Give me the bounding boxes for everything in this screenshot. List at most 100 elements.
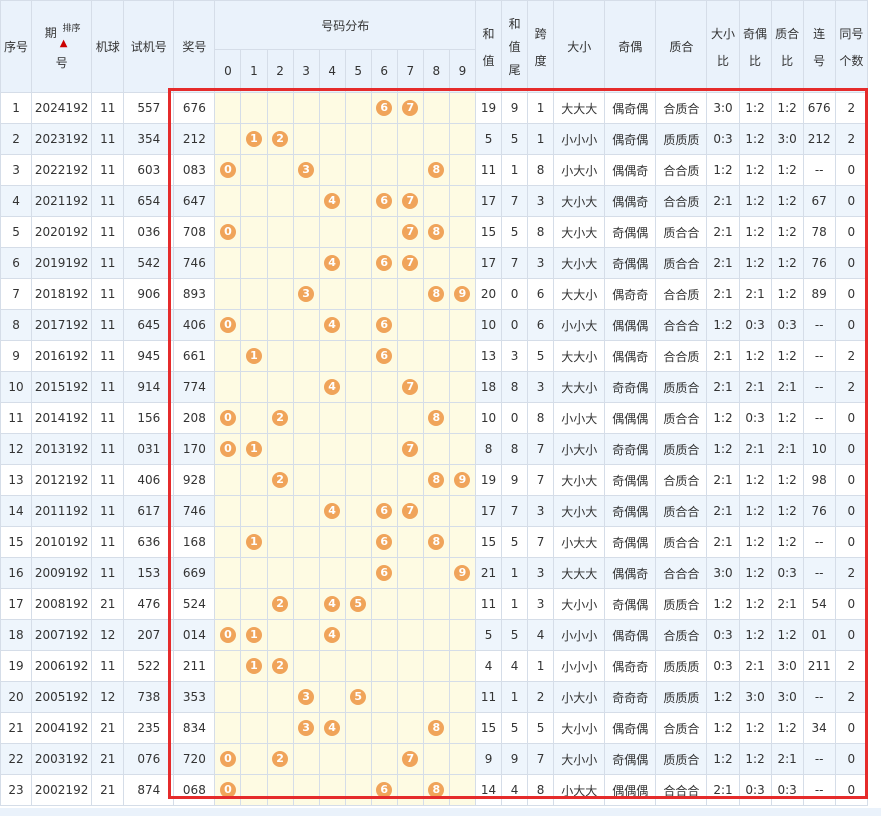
cell-prize: 068 xyxy=(173,774,216,806)
cell-period: 2005192 xyxy=(31,681,93,713)
cell-span: 1 xyxy=(527,650,555,682)
cell-machine: 11 xyxy=(91,371,125,403)
header-digit-2: 2 xyxy=(266,49,294,93)
cell-pr: 1:2 xyxy=(738,495,772,527)
cell-sr: 1:2 xyxy=(706,402,740,434)
cell-pr: 1:2 xyxy=(738,185,772,217)
cell-digit-3 xyxy=(292,92,320,124)
cell-digit-1: 1 xyxy=(240,433,268,465)
cell-prime: 合合合 xyxy=(655,774,708,806)
cell-digit-8 xyxy=(422,309,450,341)
cell-period: 2014192 xyxy=(31,402,93,434)
cell-sr: 2:1 xyxy=(706,495,740,527)
cell-digit-5 xyxy=(344,402,372,434)
cell-qr: 1:2 xyxy=(770,92,804,124)
cell-parity: 奇偶偶 xyxy=(604,216,657,248)
cell-sum: 10 xyxy=(474,402,503,434)
cell-digit-5 xyxy=(344,743,372,775)
digit-ball: 1 xyxy=(245,441,262,457)
cell-sr: 0:3 xyxy=(706,619,740,651)
header-digit-9: 9 xyxy=(448,49,477,93)
cell-digit-7 xyxy=(396,681,424,713)
cell-consec: -- xyxy=(802,774,836,806)
header-period[interactable]: 期 排序 ▲ 号 xyxy=(31,0,93,93)
cell-sr: 2:1 xyxy=(706,340,740,372)
cell-digit-4 xyxy=(318,464,346,496)
sort-control[interactable]: 排序 ▲ xyxy=(34,24,91,49)
cell-seq: 18 xyxy=(0,619,33,651)
cell-pr: 1:2 xyxy=(738,154,772,186)
cell-digit-5 xyxy=(344,247,372,279)
cell-test: 914 xyxy=(123,371,175,403)
cell-digit-2 xyxy=(266,495,294,527)
digit-ball: 6 xyxy=(376,100,393,116)
cell-tail: 3 xyxy=(501,340,529,372)
digit-ball: 6 xyxy=(376,565,393,581)
cell-digit-2 xyxy=(266,433,294,465)
digit-ball: 9 xyxy=(454,286,471,302)
cell-seq: 7 xyxy=(0,278,33,310)
cell-digit-0 xyxy=(214,340,242,372)
cell-same: 0 xyxy=(834,619,869,651)
cell-digit-1 xyxy=(240,278,268,310)
cell-size: 小大小 xyxy=(553,433,606,465)
cell-digit-9 xyxy=(448,154,477,186)
cell-sr: 2:1 xyxy=(706,774,740,806)
cell-machine: 11 xyxy=(91,495,125,527)
cell-digit-9: 9 xyxy=(448,278,477,310)
cell-prime: 质质质 xyxy=(655,681,708,713)
digit-ball: 6 xyxy=(376,534,393,550)
cell-digit-6 xyxy=(370,216,398,248)
cell-pr: 1:2 xyxy=(738,526,772,558)
cell-period: 2011192 xyxy=(31,495,93,527)
cell-digit-0 xyxy=(214,495,242,527)
cell-qr: 0:3 xyxy=(770,557,804,589)
cell-digit-7 xyxy=(396,278,424,310)
cell-span: 7 xyxy=(527,526,555,558)
cell-digit-9 xyxy=(448,433,477,465)
cell-digit-9 xyxy=(448,712,477,744)
digit-ball: 3 xyxy=(298,720,315,736)
cell-seq: 4 xyxy=(0,185,33,217)
cell-pr: 1:2 xyxy=(738,743,772,775)
cell-digit-6 xyxy=(370,650,398,682)
digit-ball: 2 xyxy=(272,596,289,612)
digit-ball: 8 xyxy=(428,534,445,550)
header-parity-ratio: 奇偶比 xyxy=(738,0,772,93)
cell-same: 0 xyxy=(834,495,869,527)
cell-prime: 质质合 xyxy=(655,743,708,775)
header-digit-3: 3 xyxy=(292,49,320,93)
cell-size: 大小大 xyxy=(553,247,606,279)
cell-prize: 669 xyxy=(173,557,216,589)
cell-tail: 7 xyxy=(501,185,529,217)
header-size: 大小 xyxy=(553,0,606,93)
digit-ball: 9 xyxy=(454,472,471,488)
cell-digit-7 xyxy=(396,557,424,589)
sort-arrow-icon[interactable]: ▲ xyxy=(59,38,68,49)
cell-digit-4 xyxy=(318,92,346,124)
cell-digit-0: 0 xyxy=(214,743,242,775)
cell-digit-0 xyxy=(214,681,242,713)
cell-digit-1 xyxy=(240,185,268,217)
cell-pr: 2:1 xyxy=(738,371,772,403)
cell-qr: 3:0 xyxy=(770,123,804,155)
cell-pr: 1:2 xyxy=(738,123,772,155)
cell-tail: 9 xyxy=(501,92,529,124)
cell-parity: 偶偶奇 xyxy=(604,154,657,186)
cell-digit-5 xyxy=(344,371,372,403)
cell-consec: -- xyxy=(802,743,836,775)
digit-ball: 3 xyxy=(298,162,315,178)
cell-digit-7 xyxy=(396,402,424,434)
cell-digit-3: 3 xyxy=(292,278,320,310)
scrollbar-track[interactable] xyxy=(0,808,881,816)
digit-ball: 0 xyxy=(219,751,236,767)
cell-digit-6: 6 xyxy=(370,495,398,527)
cell-tail: 5 xyxy=(501,712,529,744)
cell-parity: 偶奇偶 xyxy=(604,619,657,651)
cell-consec: 212 xyxy=(802,123,836,155)
cell-digit-7 xyxy=(396,154,424,186)
digit-ball: 8 xyxy=(428,162,445,178)
cell-tail: 8 xyxy=(501,433,529,465)
digit-ball: 1 xyxy=(245,131,262,147)
cell-sum: 8 xyxy=(474,433,503,465)
